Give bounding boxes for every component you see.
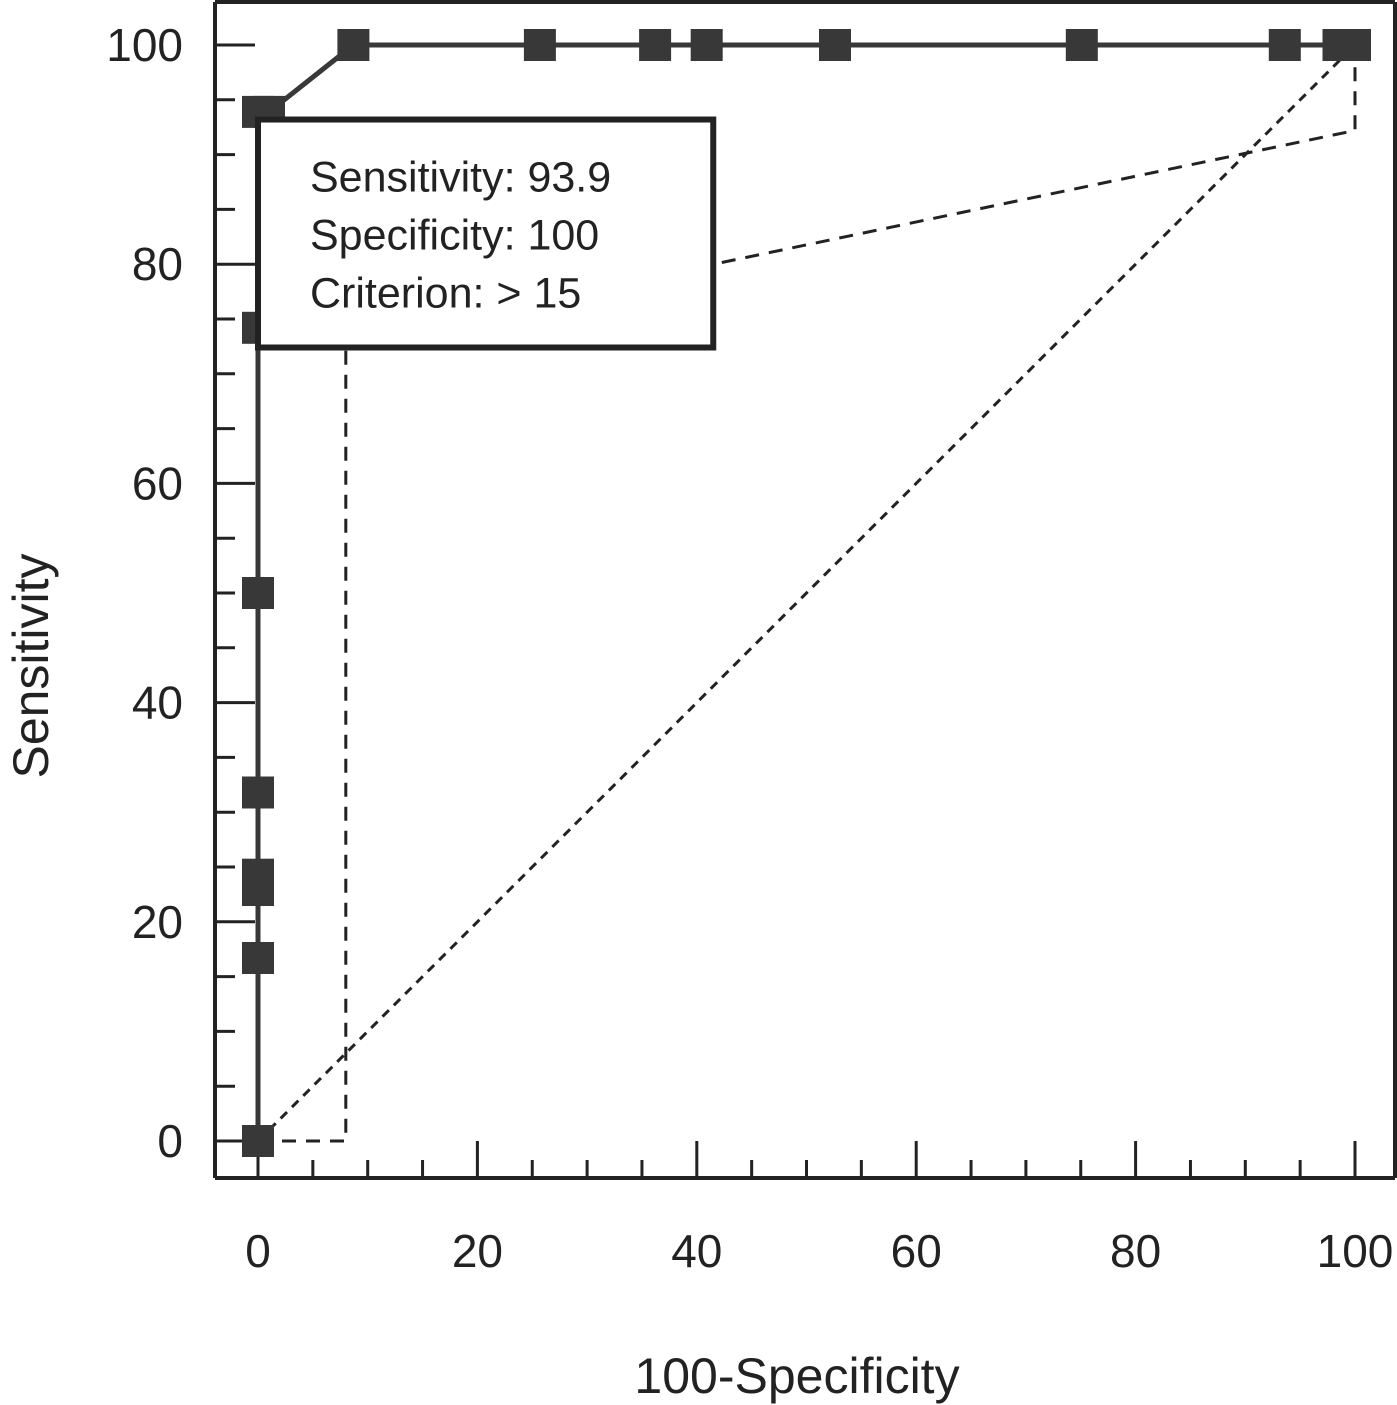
diagonal-reference-line xyxy=(256,43,1357,1143)
x-axis-title: 100-Specificity xyxy=(634,1348,959,1404)
y-tick-label: 100 xyxy=(106,19,183,71)
y-tick-label: 0 xyxy=(157,1115,183,1167)
annotation-border xyxy=(255,116,717,351)
y-tick-label: 60 xyxy=(132,457,183,509)
y-axis-ticks: 0 20 40 60 80 100 xyxy=(106,19,255,1167)
y-tick-label: 40 xyxy=(132,677,183,729)
y-tick-label: 20 xyxy=(132,896,183,948)
x-tick-label: 20 xyxy=(452,1225,503,1277)
roc-point-marker xyxy=(242,577,274,609)
x-tick-label: 80 xyxy=(1110,1225,1161,1277)
roc-point-marker xyxy=(1339,29,1371,61)
x-tick-label: 0 xyxy=(245,1225,271,1277)
roc-point-marker xyxy=(819,29,851,61)
x-tick-label: 100 xyxy=(1317,1225,1394,1277)
annotation-specificity: Specificity: 100 xyxy=(310,212,599,260)
x-axis-ticks: 0 20 40 60 80 100 xyxy=(245,1141,1393,1277)
roc-point-marker xyxy=(242,1125,274,1157)
annotation-box: Sensitivity: 93.9 Specificity: 100 Crite… xyxy=(255,116,717,351)
roc-point-marker xyxy=(242,858,274,891)
roc-point-marker xyxy=(523,29,556,61)
y-tick-label: 80 xyxy=(132,238,183,290)
roc-point-marker xyxy=(242,776,274,809)
roc-point-marker xyxy=(690,29,723,61)
annotation-criterion: Criterion: > 15 xyxy=(310,270,581,318)
confidence-bound-line xyxy=(258,45,1357,1143)
annotation-sensitivity: Sensitivity: 93.9 xyxy=(310,154,611,202)
y-axis-title: Sensitivity xyxy=(3,553,59,778)
roc-point-marker xyxy=(1065,29,1098,61)
reference-lines xyxy=(256,43,1357,1143)
roc-point-marker xyxy=(337,29,370,61)
roc-curve-layer xyxy=(242,29,1371,1157)
x-tick-label: 40 xyxy=(671,1225,722,1277)
x-tick-label: 60 xyxy=(891,1225,942,1277)
roc-point-marker xyxy=(242,942,274,974)
roc-point-marker xyxy=(639,29,672,61)
roc-point-marker xyxy=(1268,29,1301,61)
